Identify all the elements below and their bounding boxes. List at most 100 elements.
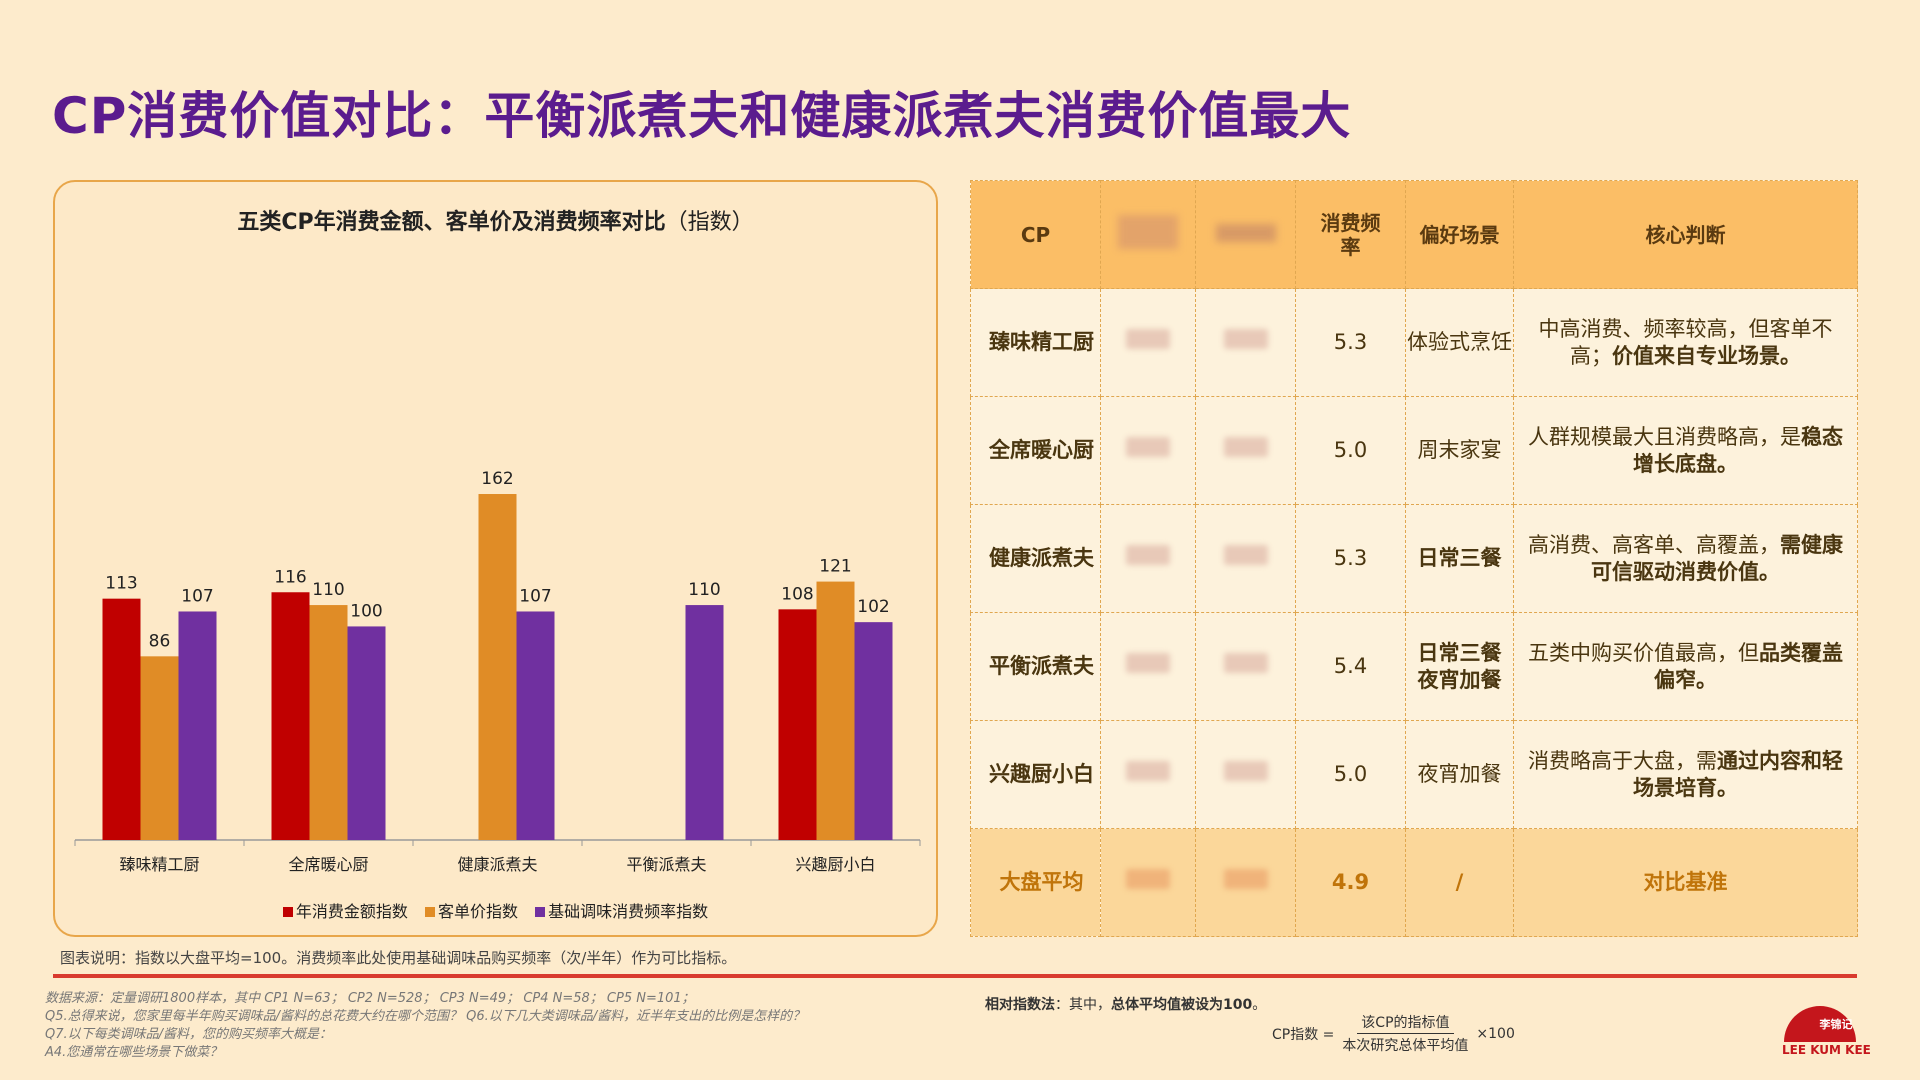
data-label: 107 — [519, 586, 551, 606]
preferred-scene: 周末家宴 — [1405, 396, 1514, 505]
core-judgement: 中高消费、频率较高，但客单不高；价值来自专业场景。 — [1513, 288, 1858, 397]
bar — [309, 605, 348, 840]
baseline-name: 大盘平均 — [970, 828, 1101, 937]
bar — [516, 611, 555, 840]
brand-logo-text: LEE KUM KEE — [1782, 1043, 1871, 1057]
cp-name: 全席暖心厨 — [970, 396, 1101, 505]
baseline-row: 大盘平均 4.9/对比基准 — [970, 828, 1858, 937]
bar — [478, 494, 517, 840]
formula-fraction: 该CP的指标值 本次研究总体平均值 — [1338, 1012, 1472, 1055]
x-tick-label: 臻味精工厨 — [119, 855, 199, 874]
formula-times: ×100 — [1476, 1025, 1515, 1042]
baseline-judgement: 对比基准 — [1513, 828, 1858, 937]
chart-note: 图表说明：指数以大盘平均=100。消费频率此处使用基础调味品购买频率（次/半年）… — [60, 949, 737, 967]
legend-item-frequency: 基础调味消费频率指数 — [535, 898, 708, 922]
table-header-row: CP 消费频率 偏好场景 核心判断 — [970, 180, 1858, 289]
chart-panel: 五类CP年消费金额、客单价及消费频率对比（指数） 113 86 107 臻味精工厨 11… — [53, 180, 938, 937]
table-row: 平衡派煮夫 5.4 日常三餐 夜宵加餐 五类中购买价值最高，但品类覆盖偏窄。 — [970, 612, 1858, 721]
relative-index-note: 相对指数法：其中，总体平均值被设为100。 — [985, 994, 1266, 1014]
frequency-value: 5.0 — [1295, 396, 1406, 505]
preferred-scene: 夜宵加餐 — [1405, 720, 1514, 829]
source-line: 数据来源：定量调研1800样本，其中 CP1 N=63； CP2 N=528； … — [45, 991, 695, 1006]
bar — [854, 622, 893, 840]
frequency-value: 5.3 — [1295, 504, 1406, 613]
frequency-value: 5.3 — [1295, 288, 1406, 397]
data-label: 108 — [781, 584, 813, 604]
legend-label-amount: 年消费金额指数 — [295, 902, 408, 921]
table-row: 全席暖心厨 5.0 周末家宴 人群规模最大且消费略高，是稳态增长底盘。 — [970, 396, 1858, 505]
legend-label-frequency: 基础调味消费频率指数 — [548, 902, 709, 921]
header-frequency: 消费频率 — [1295, 180, 1406, 289]
bar — [778, 609, 817, 840]
cp-name: 健康派煮夫 — [970, 504, 1101, 613]
core-judgement: 消费略高于大盘，需通过内容和轻场景培育。 — [1513, 720, 1858, 829]
brand-logo-icon: 李锦记 — [1784, 1006, 1856, 1042]
blurred-cell — [1100, 396, 1196, 505]
x-tick-label: 健康派煮夫 — [457, 855, 537, 874]
svg-text:李锦记: 李锦记 — [1819, 1017, 1853, 1031]
chart-legend: 年消费金额指数 客单价指数 基础调味消费频率指数 — [55, 898, 936, 922]
legend-item-price: 客单价指数 — [424, 898, 518, 922]
blurred-cell — [1195, 720, 1296, 829]
bar — [271, 592, 310, 840]
data-sources: 数据来源：定量调研1800样本，其中 CP1 N=63； CP2 N=528； … — [45, 990, 805, 1062]
header-blurred-2 — [1195, 180, 1296, 289]
legend-label-price: 客单价指数 — [437, 902, 518, 921]
data-label: 86 — [149, 631, 171, 651]
blurred-cell — [1100, 504, 1196, 613]
bar — [178, 611, 217, 840]
bar — [347, 626, 386, 840]
cp-name: 平衡派煮夫 — [970, 612, 1101, 721]
bar-chart: 113 86 107 臻味精工厨 116 110 100 全席暖心厨 162 107 健康派煮夫 11… — [74, 469, 921, 874]
data-label: 121 — [819, 557, 851, 577]
cp-name: 兴趣厨小白 — [970, 720, 1101, 829]
data-label: 107 — [181, 586, 213, 606]
footer-divider — [53, 974, 1857, 978]
header-judgement: 核心判断 — [1513, 180, 1858, 289]
source-line: Q7.以下每类调味品/酱料，您的购买频率大概是： — [45, 1027, 333, 1042]
cp-table-wrap: CP 消费频率 偏好场景 核心判断 臻味精工厨 5.3 体验式烹饪 中高消费、频率较高… — [970, 180, 1858, 937]
legend-swatch-amount — [282, 907, 293, 917]
cp-table: CP 消费频率 偏好场景 核心判断 臻味精工厨 5.3 体验式烹饪 中高消费、频率较高… — [970, 180, 1858, 937]
table-row: 臻味精工厨 5.3 体验式烹饪 中高消费、频率较高，但客单不高；价值来自专业场景。 — [970, 288, 1858, 397]
table-row: 健康派煮夫 5.3 日常三餐 高消费、高客单、高覆盖，需健康可信驱动消费价值。 — [970, 504, 1858, 613]
data-label: 116 — [274, 567, 306, 587]
bar — [140, 656, 179, 840]
data-label: 110 — [688, 580, 720, 600]
data-label: 100 — [350, 601, 382, 621]
blurred-cell — [1100, 288, 1196, 397]
data-label: 162 — [481, 469, 513, 489]
legend-swatch-frequency — [535, 907, 546, 917]
header-blurred-1 — [1100, 180, 1196, 289]
baseline-frequency: 4.9 — [1295, 828, 1406, 937]
blurred-cell — [1195, 612, 1296, 721]
data-label: 113 — [105, 574, 137, 594]
formula-numerator: 该CP的指标值 — [1357, 1012, 1454, 1034]
x-tick-label: 平衡派煮夫 — [626, 855, 706, 874]
formula-lhs: CP指数 = — [1272, 1026, 1335, 1043]
preferred-scene: 日常三餐 夜宵加餐 — [1405, 612, 1514, 721]
blurred-cell — [1195, 288, 1296, 397]
cp-index-formula: CP指数 = 该CP的指标值 本次研究总体平均值 ×100 — [1272, 1012, 1515, 1055]
baseline-scene: / — [1405, 828, 1514, 937]
bar — [685, 605, 724, 840]
preferred-scene: 体验式烹饪 — [1405, 288, 1514, 397]
header-scene: 偏好场景 — [1405, 180, 1514, 289]
table-row: 兴趣厨小白 5.0 夜宵加餐 消费略高于大盘，需通过内容和轻场景培育。 — [970, 720, 1858, 829]
formula-denominator: 本次研究总体平均值 — [1342, 1038, 1469, 1054]
frequency-value: 5.4 — [1295, 612, 1406, 721]
bar — [102, 598, 141, 840]
blurred-cell — [1100, 828, 1196, 937]
chart-title: 五类CP年消费金额、客单价及消费频率对比（指数） — [55, 204, 936, 236]
core-judgement: 人群规模最大且消费略高，是稳态增长底盘。 — [1513, 396, 1858, 505]
data-label: 102 — [857, 597, 889, 617]
blurred-cell — [1100, 612, 1196, 721]
cp-name: 臻味精工厨 — [970, 288, 1101, 397]
header-cp: CP — [970, 180, 1101, 289]
blurred-cell — [1195, 396, 1296, 505]
chart-title-main: 五类CP年消费金额、客单价及消费频率对比 — [237, 210, 666, 235]
legend-item-amount: 年消费金额指数 — [282, 898, 408, 922]
core-judgement: 五类中购买价值最高，但品类覆盖偏窄。 — [1513, 612, 1858, 721]
bar — [816, 581, 855, 840]
blurred-cell — [1195, 828, 1296, 937]
